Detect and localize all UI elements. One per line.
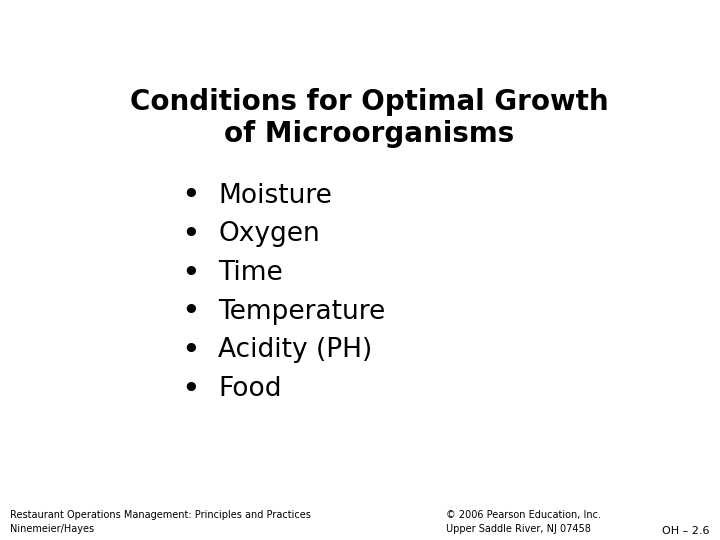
Text: •: • <box>181 258 200 288</box>
Text: •: • <box>181 335 200 366</box>
Text: Ninemeier/Hayes: Ninemeier/Hayes <box>10 524 94 534</box>
Text: •: • <box>181 374 200 404</box>
Text: •: • <box>181 296 200 327</box>
Text: •: • <box>181 180 200 211</box>
Text: © 2006 Pearson Education, Inc.: © 2006 Pearson Education, Inc. <box>446 510 601 521</box>
Text: Oxygen: Oxygen <box>218 221 320 247</box>
Text: •: • <box>181 219 200 250</box>
Text: Temperature: Temperature <box>218 299 386 325</box>
Text: Food: Food <box>218 376 282 402</box>
Text: Moisture: Moisture <box>218 183 332 209</box>
Text: OH – 2.6: OH – 2.6 <box>662 525 710 536</box>
Text: Acidity (PH): Acidity (PH) <box>218 338 372 363</box>
Text: Restaurant Operations Management: Principles and Practices: Restaurant Operations Management: Princi… <box>10 510 311 521</box>
Text: Conditions for Optimal Growth
of Microorganisms: Conditions for Optimal Growth of Microor… <box>130 87 608 148</box>
Text: Upper Saddle River, NJ 07458: Upper Saddle River, NJ 07458 <box>446 524 591 534</box>
Text: Time: Time <box>218 260 283 286</box>
